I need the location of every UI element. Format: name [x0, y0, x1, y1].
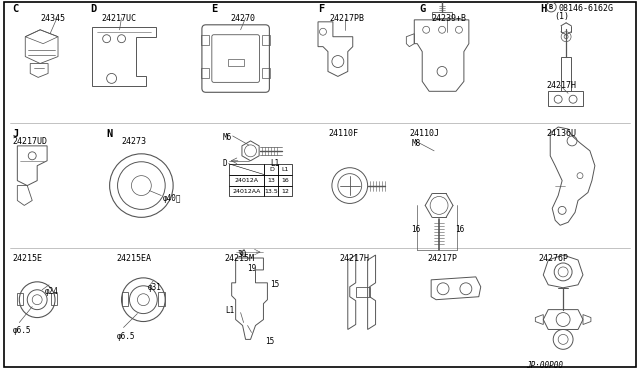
Text: L1: L1: [226, 306, 235, 315]
Bar: [228, 186, 264, 196]
Text: D: D: [223, 159, 227, 168]
Text: 24215M: 24215M: [225, 254, 255, 263]
Text: 24217UC: 24217UC: [102, 14, 137, 23]
Text: 24276P: 24276P: [538, 254, 568, 263]
Bar: [264, 186, 278, 196]
Text: 24239+B: 24239+B: [431, 14, 466, 23]
Text: 16: 16: [455, 225, 464, 234]
Text: 24215EA: 24215EA: [116, 254, 152, 263]
Text: 08146-6162G: 08146-6162G: [558, 4, 613, 13]
Bar: [228, 175, 264, 186]
Text: M8: M8: [412, 139, 420, 148]
Text: G: G: [419, 4, 426, 14]
Text: 16: 16: [412, 225, 420, 234]
Text: φ6.5: φ6.5: [12, 327, 31, 336]
Text: H: H: [540, 4, 547, 14]
Text: F: F: [318, 4, 324, 14]
Text: D: D: [90, 4, 96, 14]
Text: φ6.5: φ6.5: [116, 333, 135, 341]
Text: 24136U: 24136U: [547, 129, 576, 138]
Text: 24217H: 24217H: [547, 81, 576, 90]
Bar: [264, 164, 278, 175]
Text: 15: 15: [266, 337, 275, 346]
Bar: [228, 164, 264, 175]
Text: D: D: [269, 167, 274, 172]
Text: L1: L1: [270, 159, 280, 168]
Bar: [262, 35, 270, 45]
Text: 24345: 24345: [40, 14, 65, 23]
Bar: [278, 175, 292, 186]
Text: φ40用: φ40用: [163, 193, 182, 202]
Text: E: E: [211, 4, 217, 14]
Text: B: B: [549, 4, 554, 10]
Text: 24217PB: 24217PB: [330, 14, 365, 23]
Bar: [278, 164, 292, 175]
Bar: [228, 58, 244, 67]
Text: φ31: φ31: [147, 283, 161, 292]
Bar: [278, 186, 292, 196]
Text: 24217H: 24217H: [340, 254, 370, 263]
Text: 24273: 24273: [122, 137, 147, 146]
Text: N: N: [107, 129, 113, 139]
Text: 30: 30: [237, 250, 247, 259]
Text: 16: 16: [282, 177, 289, 183]
Bar: [201, 35, 209, 45]
Text: 19: 19: [248, 264, 257, 273]
Text: 15: 15: [270, 280, 280, 289]
Text: L1: L1: [282, 167, 289, 172]
Text: 13: 13: [268, 177, 275, 183]
Text: 12: 12: [282, 189, 289, 193]
Text: J: J: [12, 129, 19, 139]
Text: 24215E: 24215E: [12, 254, 42, 263]
Bar: [264, 175, 278, 186]
Bar: [201, 68, 209, 78]
Text: φ24: φ24: [45, 287, 59, 296]
Text: (1): (1): [554, 12, 569, 21]
Text: 24270: 24270: [230, 14, 256, 23]
Text: 24217P: 24217P: [427, 254, 457, 263]
Text: JP·00P00: JP·00P00: [527, 361, 563, 370]
Text: M6: M6: [223, 133, 232, 142]
Text: 24110J: 24110J: [410, 129, 439, 138]
Text: 24012AA: 24012AA: [232, 189, 260, 193]
Text: 24012A: 24012A: [235, 177, 259, 183]
Bar: [262, 68, 270, 78]
Text: 24217UD: 24217UD: [12, 137, 47, 146]
Text: C: C: [12, 4, 19, 14]
Text: 24110F: 24110F: [328, 129, 358, 138]
Text: 13.5: 13.5: [264, 189, 278, 193]
